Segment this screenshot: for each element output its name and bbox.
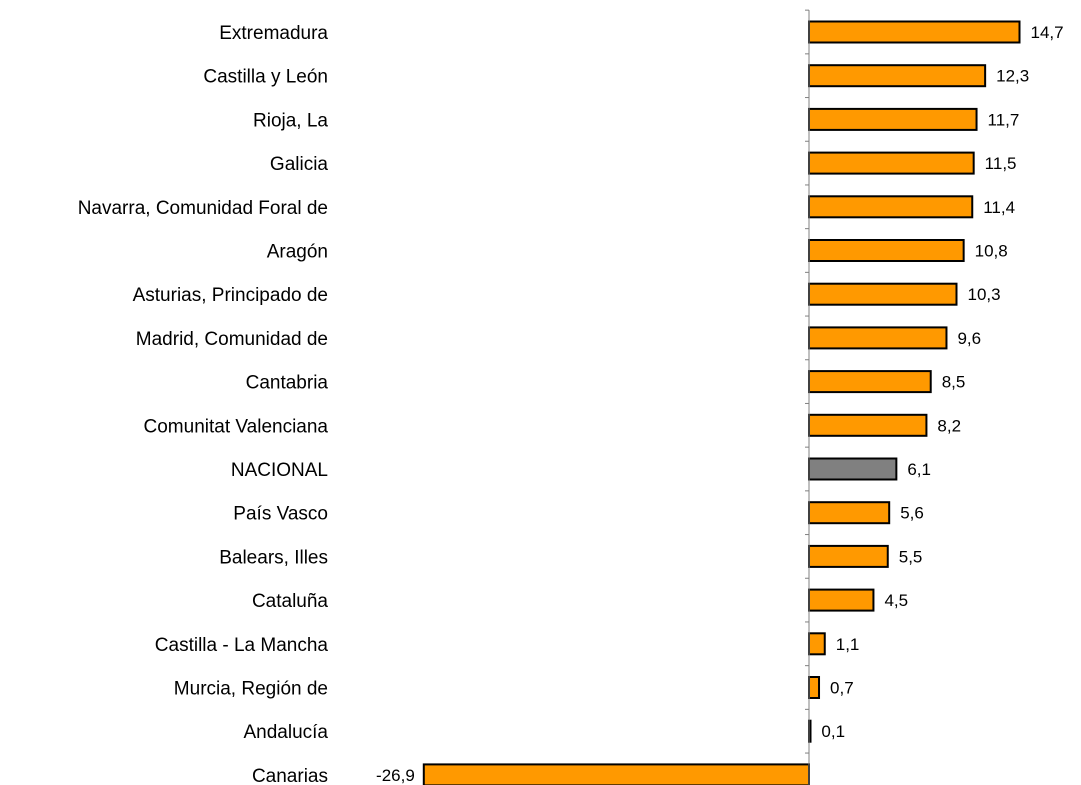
- value-label-0: 14,7: [1031, 23, 1064, 42]
- category-label-1: Castilla y León: [203, 67, 328, 88]
- bar-14: [808, 632, 826, 656]
- bar-12: [808, 544, 889, 568]
- bar-15: [808, 676, 821, 699]
- bar-8: [808, 370, 932, 394]
- category-label-15: Murcia, Región de: [174, 679, 328, 700]
- value-label-17: -26,9: [376, 766, 415, 785]
- bar-3: [808, 151, 975, 175]
- value-label-13: 4,5: [884, 591, 908, 610]
- value-label-2: 11,7: [988, 110, 1020, 129]
- category-label-14: Castilla - La Mancha: [155, 635, 329, 656]
- category-label-12: Balears, Illes: [219, 547, 328, 568]
- category-label-17: Canarias: [252, 766, 328, 785]
- bar-5: [808, 239, 965, 262]
- value-label-5: 10,8: [975, 242, 1008, 261]
- category-label-2: Rioja, La: [253, 110, 328, 131]
- value-label-10: 6,1: [907, 460, 931, 479]
- bar-2: [808, 107, 978, 131]
- value-axis: [805, 9, 810, 785]
- bar-17: [422, 763, 810, 785]
- category-label-7: Madrid, Comunidad de: [136, 329, 328, 350]
- category-label-10: NACIONAL: [231, 460, 328, 481]
- value-label-11: 5,6: [900, 504, 924, 523]
- value-label-8: 8,5: [942, 373, 966, 392]
- value-labels: 14,7 12,3 11,7 11,5 11,4 10,8 10,3 9,6 8,5 8,2 6,1…: [376, 23, 1064, 785]
- value-label-14: 1,1: [836, 635, 860, 654]
- bar-6: [808, 282, 958, 306]
- value-label-4: 11,4: [983, 198, 1015, 217]
- value-label-12: 5,5: [899, 547, 923, 566]
- bar-9: [808, 413, 928, 437]
- category-labels: Extremadura Castilla y León Rioja, La Galic…: [78, 23, 329, 785]
- value-label-1: 12,3: [996, 67, 1029, 86]
- value-label-3: 11,5: [985, 154, 1017, 173]
- category-label-6: Asturias, Principado de: [133, 285, 328, 306]
- bar-1: [808, 64, 987, 88]
- bar-0: [808, 20, 1021, 44]
- category-label-3: Galicia: [270, 154, 329, 175]
- category-label-16: Andalucía: [243, 722, 328, 743]
- bar-10: [808, 457, 898, 481]
- category-label-11: País Vasco: [233, 504, 328, 525]
- category-label-9: Comunitat Valenciana: [144, 416, 329, 437]
- value-label-15: 0,7: [830, 679, 854, 698]
- category-label-13: Cataluña: [252, 591, 328, 612]
- category-label-4: Navarra, Comunidad Foral de: [78, 198, 328, 219]
- category-label-8: Cantabria: [246, 373, 329, 394]
- bars: [422, 20, 1021, 785]
- value-label-16: 0,1: [821, 722, 845, 741]
- bar-7: [808, 326, 948, 350]
- category-label-0: Extremadura: [219, 23, 328, 44]
- bar-11: [808, 501, 891, 525]
- value-label-9: 8,2: [937, 416, 961, 435]
- category-label-5: Aragón: [267, 242, 328, 263]
- value-label-6: 10,3: [967, 285, 1000, 304]
- bar-13: [808, 588, 875, 612]
- bar-4: [808, 195, 974, 219]
- value-label-7: 9,6: [957, 329, 981, 348]
